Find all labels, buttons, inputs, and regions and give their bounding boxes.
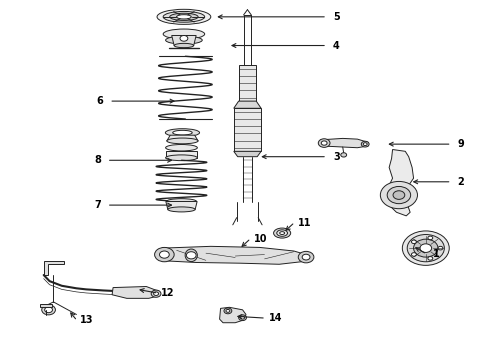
Text: 2: 2 (458, 177, 465, 187)
Text: 11: 11 (298, 218, 311, 228)
Ellipse shape (174, 43, 194, 48)
Circle shape (159, 251, 169, 258)
Circle shape (226, 310, 230, 312)
Circle shape (438, 246, 443, 250)
Circle shape (224, 308, 232, 314)
Polygon shape (239, 65, 256, 101)
Polygon shape (234, 151, 261, 157)
Circle shape (414, 239, 438, 257)
Circle shape (412, 253, 416, 256)
Circle shape (155, 247, 174, 262)
Polygon shape (220, 307, 246, 323)
Text: 4: 4 (333, 41, 340, 50)
Ellipse shape (166, 199, 196, 204)
Circle shape (45, 307, 52, 313)
Text: 5: 5 (333, 12, 340, 22)
Circle shape (154, 292, 159, 296)
Ellipse shape (170, 13, 198, 21)
Ellipse shape (166, 36, 202, 44)
Circle shape (420, 244, 432, 252)
Circle shape (180, 36, 188, 41)
Ellipse shape (166, 144, 197, 151)
Ellipse shape (168, 207, 195, 212)
Text: 6: 6 (97, 96, 103, 106)
Text: 13: 13 (80, 315, 94, 325)
Circle shape (151, 290, 161, 297)
Polygon shape (234, 101, 261, 108)
Text: 10: 10 (254, 234, 268, 244)
Ellipse shape (280, 231, 285, 234)
Circle shape (361, 141, 369, 147)
Circle shape (318, 139, 330, 147)
Ellipse shape (277, 230, 288, 236)
Text: 9: 9 (458, 139, 465, 149)
Polygon shape (167, 135, 198, 141)
Circle shape (407, 234, 444, 262)
Polygon shape (112, 287, 159, 298)
Circle shape (402, 231, 449, 265)
Text: 8: 8 (94, 155, 101, 165)
Polygon shape (162, 246, 309, 264)
Text: 3: 3 (333, 152, 340, 162)
Circle shape (393, 191, 405, 199)
Ellipse shape (176, 15, 191, 19)
Text: 1: 1 (433, 248, 440, 258)
Ellipse shape (273, 228, 291, 238)
Circle shape (428, 236, 433, 240)
Circle shape (321, 141, 327, 145)
Polygon shape (166, 150, 197, 158)
Ellipse shape (163, 29, 205, 39)
Polygon shape (40, 305, 51, 307)
Circle shape (341, 153, 346, 157)
Polygon shape (234, 108, 261, 151)
Ellipse shape (167, 138, 198, 144)
Circle shape (42, 305, 55, 315)
Polygon shape (166, 202, 197, 210)
Polygon shape (321, 138, 368, 148)
Circle shape (298, 251, 314, 263)
Text: 7: 7 (94, 200, 101, 210)
Polygon shape (172, 36, 196, 45)
Circle shape (239, 315, 246, 320)
Text: 12: 12 (161, 288, 174, 298)
Text: 14: 14 (269, 313, 282, 323)
Circle shape (186, 252, 196, 259)
Ellipse shape (172, 130, 192, 135)
Ellipse shape (157, 9, 211, 24)
Circle shape (363, 143, 367, 145)
Ellipse shape (165, 129, 199, 136)
Ellipse shape (163, 12, 205, 22)
Circle shape (302, 254, 310, 260)
Polygon shape (387, 149, 414, 216)
Circle shape (380, 181, 417, 209)
Circle shape (387, 186, 411, 204)
Ellipse shape (166, 155, 197, 161)
Circle shape (428, 257, 433, 260)
Circle shape (241, 316, 245, 319)
Ellipse shape (185, 249, 197, 262)
Circle shape (412, 240, 416, 244)
Polygon shape (44, 261, 64, 275)
